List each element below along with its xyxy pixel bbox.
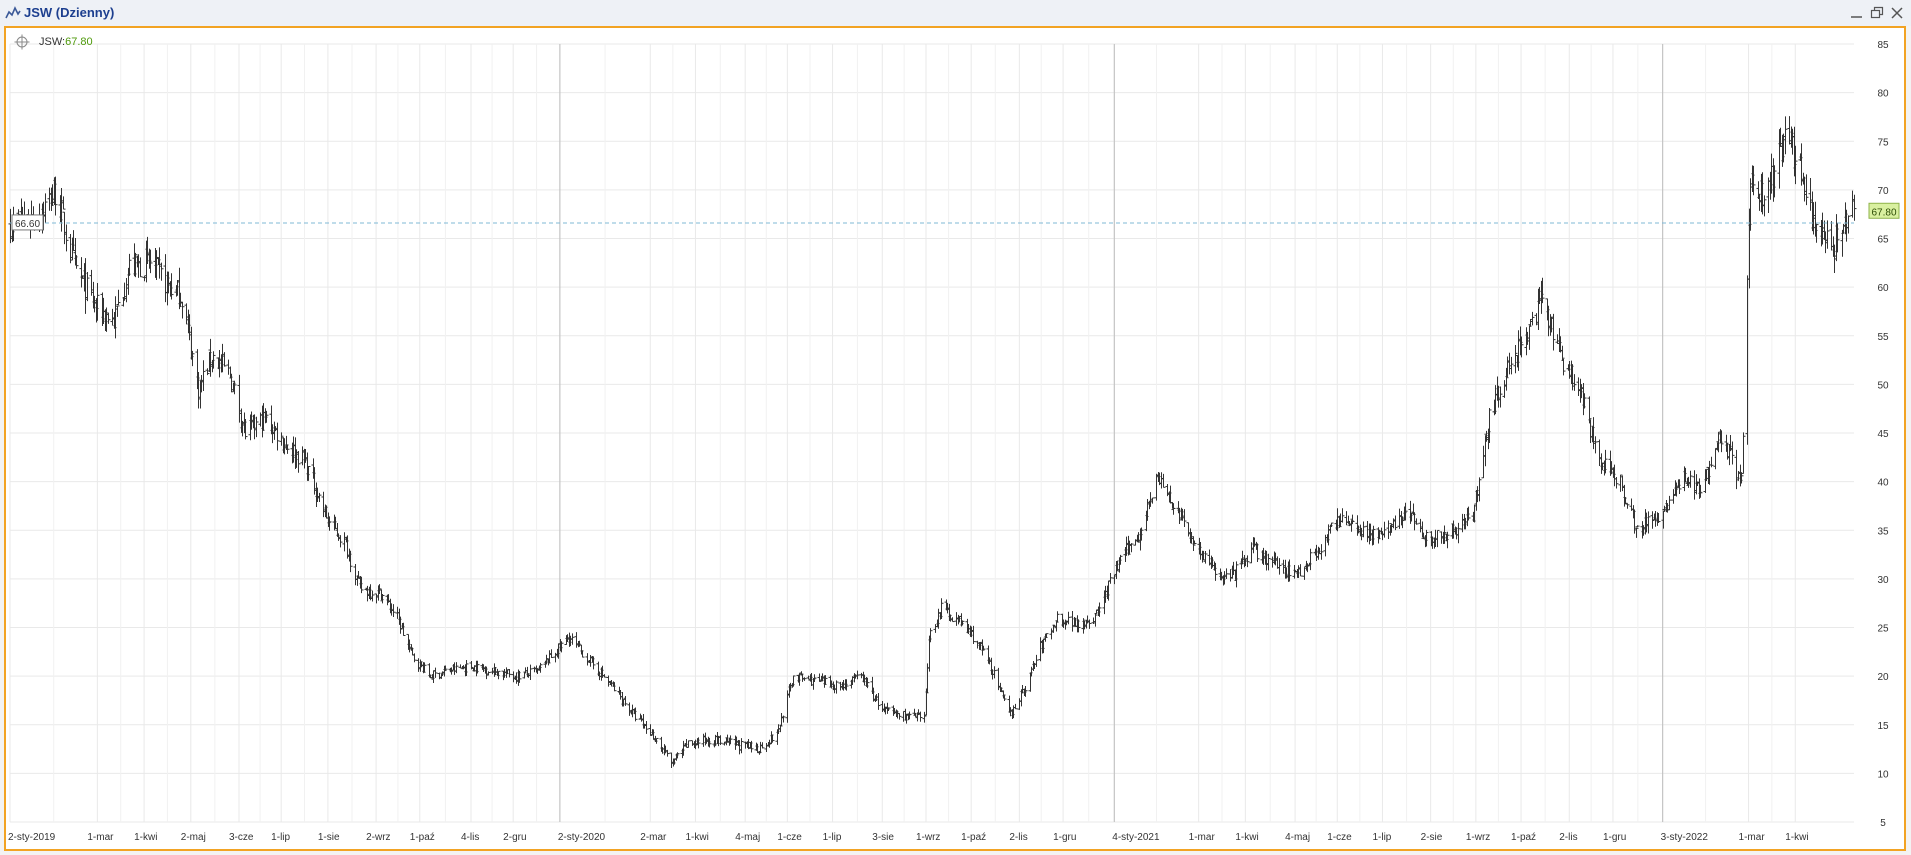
reference-line-label: 66.60 bbox=[15, 219, 40, 230]
x-tick-label: 1-lip bbox=[823, 832, 842, 843]
x-tick-label: 1-mar bbox=[87, 832, 114, 843]
x-tick-label: 1-mar bbox=[1189, 832, 1216, 843]
price-chart[interactable]: 5 10 15 20 25 30 35 40 45 50 55 60 65 70 75 80 85 2-sty-2… bbox=[6, 28, 1904, 849]
x-tick-label: 2-sty-2019 bbox=[8, 832, 56, 843]
x-tick-label: 4-sty-2021 bbox=[1112, 832, 1160, 843]
y-tick-label: 10 bbox=[1877, 769, 1889, 780]
x-tick-label: 1-sie bbox=[318, 832, 340, 843]
x-tick-label: 1-lip bbox=[1372, 832, 1391, 843]
x-tick-label: 1-wrz bbox=[1466, 832, 1490, 843]
y-tick-label: 65 bbox=[1877, 235, 1889, 246]
x-tick-label: 4-maj bbox=[1285, 832, 1310, 843]
x-tick-label: 1-wrz bbox=[916, 832, 940, 843]
x-tick-label: 1-gru bbox=[1603, 832, 1626, 843]
chart-line-icon bbox=[5, 6, 21, 19]
x-tick-label: 1-mar bbox=[1739, 832, 1766, 843]
window-titlebar[interactable]: JSW (Dzienny) bbox=[0, 0, 1911, 26]
close-icon[interactable] bbox=[1888, 4, 1906, 22]
y-tick-label: 40 bbox=[1877, 478, 1889, 489]
x-tick-label: 4-maj bbox=[735, 832, 760, 843]
legend-symbol: JSW: bbox=[39, 36, 66, 48]
chart-panel[interactable]: 5 10 15 20 25 30 35 40 45 50 55 60 65 70 75 80 85 2-sty-2… bbox=[4, 26, 1906, 851]
x-tick-label: 2-gru bbox=[503, 832, 526, 843]
y-tick-label: 25 bbox=[1877, 624, 1889, 635]
y-tick-label: 35 bbox=[1877, 526, 1889, 537]
x-tick-label: 1-paź bbox=[410, 832, 435, 843]
x-tick-label: 1-paź bbox=[961, 832, 986, 843]
x-tick-label: 4-lis bbox=[461, 832, 479, 843]
y-tick-label: 45 bbox=[1877, 429, 1889, 440]
x-tick-label: 1-gru bbox=[1053, 832, 1076, 843]
x-tick-label: 2-mar bbox=[640, 832, 667, 843]
last-value-label: 67.80 bbox=[1871, 207, 1896, 218]
x-tick-label: 2-sie bbox=[1421, 832, 1443, 843]
y-tick-label: 30 bbox=[1877, 575, 1889, 586]
x-tick-label: 1-kwi bbox=[1235, 832, 1258, 843]
y-tick-label: 60 bbox=[1877, 283, 1889, 294]
move-icon[interactable] bbox=[14, 34, 30, 50]
x-tick-label: 1-cze bbox=[777, 832, 802, 843]
x-tick-label: 1-kwi bbox=[1785, 832, 1808, 843]
window-title: JSW (Dzienny) bbox=[24, 5, 115, 20]
x-tick-label: 2-lis bbox=[1559, 832, 1577, 843]
y-tick-label: 70 bbox=[1877, 186, 1889, 197]
x-tick-label: 1-paź bbox=[1511, 832, 1536, 843]
minimize-icon[interactable] bbox=[1848, 4, 1866, 22]
restore-icon[interactable] bbox=[1868, 4, 1886, 22]
y-tick-label: 20 bbox=[1877, 672, 1889, 683]
y-tick-label: 5 bbox=[1880, 818, 1886, 829]
y-tick-label: 85 bbox=[1877, 40, 1889, 51]
y-tick-label: 50 bbox=[1877, 380, 1889, 391]
y-tick-label: 80 bbox=[1877, 89, 1889, 100]
x-tick-label: 1-lip bbox=[271, 832, 290, 843]
x-tick-label: 2-lis bbox=[1009, 832, 1027, 843]
y-tick-label: 75 bbox=[1877, 137, 1889, 148]
x-tick-label: 1-cze bbox=[1327, 832, 1352, 843]
x-tick-label: 2-wrz bbox=[366, 832, 390, 843]
x-tick-label: 1-kwi bbox=[134, 832, 157, 843]
x-tick-label: 2-maj bbox=[181, 832, 206, 843]
last-value-badge bbox=[1868, 202, 1900, 219]
y-tick-label: 55 bbox=[1877, 332, 1889, 343]
y-tick-label: 15 bbox=[1877, 721, 1889, 732]
x-tick-label: 3-sie bbox=[872, 832, 894, 843]
x-tick-label: 1-kwi bbox=[685, 832, 708, 843]
reference-line-badge bbox=[11, 214, 44, 231]
x-tick-label: 3-cze bbox=[229, 832, 254, 843]
legend-value: 67.80 bbox=[65, 36, 93, 48]
x-tick-label: 3-sty-2022 bbox=[1661, 832, 1709, 843]
x-tick-label: 2-sty-2020 bbox=[558, 832, 606, 843]
